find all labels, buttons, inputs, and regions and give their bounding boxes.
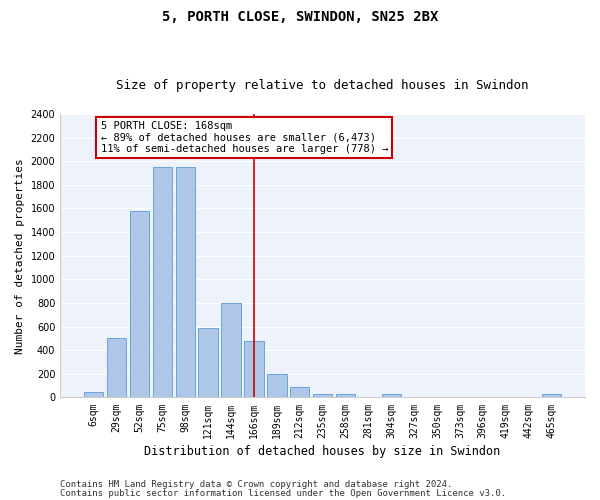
Y-axis label: Number of detached properties: Number of detached properties xyxy=(15,158,25,354)
Bar xyxy=(176,167,195,398)
Bar xyxy=(336,394,355,398)
Bar xyxy=(382,394,401,398)
Bar xyxy=(199,328,218,398)
Bar xyxy=(290,387,310,398)
Text: Contains public sector information licensed under the Open Government Licence v3: Contains public sector information licen… xyxy=(60,489,506,498)
Bar xyxy=(313,394,332,398)
X-axis label: Distribution of detached houses by size in Swindon: Distribution of detached houses by size … xyxy=(145,444,501,458)
Bar xyxy=(221,303,241,398)
Bar xyxy=(152,167,172,398)
Bar xyxy=(130,211,149,398)
Bar xyxy=(267,374,287,398)
Text: 5 PORTH CLOSE: 168sqm
← 89% of detached houses are smaller (6,473)
11% of semi-d: 5 PORTH CLOSE: 168sqm ← 89% of detached … xyxy=(101,121,388,154)
Bar xyxy=(84,392,103,398)
Bar xyxy=(107,338,127,398)
Bar xyxy=(542,394,561,398)
Text: Contains HM Land Registry data © Crown copyright and database right 2024.: Contains HM Land Registry data © Crown c… xyxy=(60,480,452,489)
Text: 5, PORTH CLOSE, SWINDON, SN25 2BX: 5, PORTH CLOSE, SWINDON, SN25 2BX xyxy=(162,10,438,24)
Title: Size of property relative to detached houses in Swindon: Size of property relative to detached ho… xyxy=(116,79,529,92)
Bar xyxy=(244,341,263,398)
